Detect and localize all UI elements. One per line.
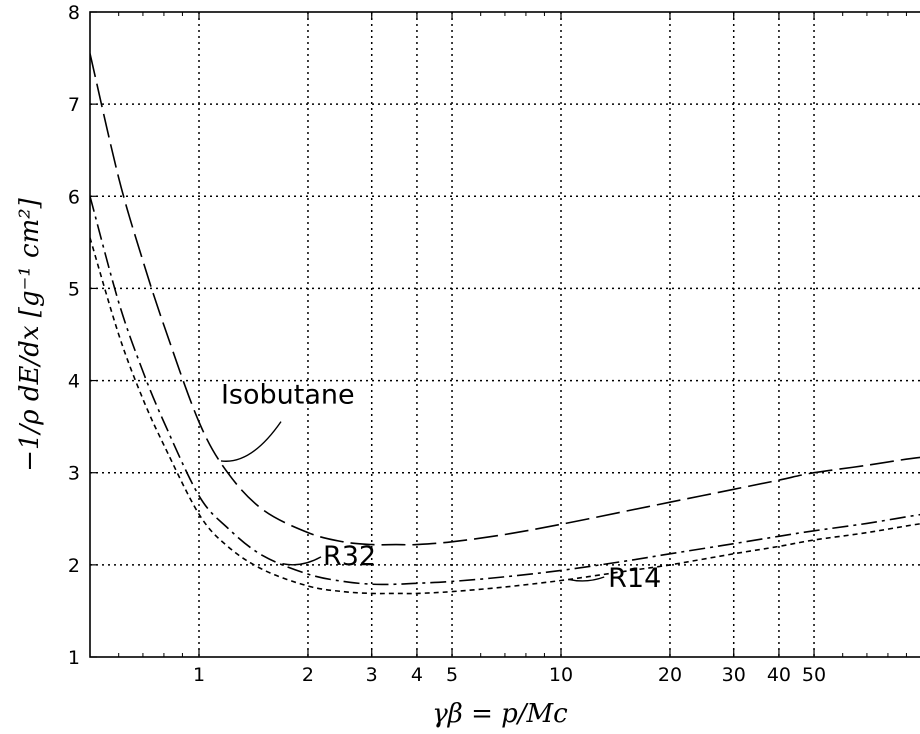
plot-frame xyxy=(89,11,920,658)
series-line-r32 xyxy=(90,196,920,586)
y-tick-label: 1 xyxy=(68,647,80,669)
x-tick-label: 30 xyxy=(722,664,746,686)
annotation-leader xyxy=(282,556,322,566)
ticks xyxy=(89,11,907,658)
x-tick-label: 20 xyxy=(658,664,682,686)
y-tick-label: 7 xyxy=(68,94,80,116)
x-tick-label: 1 xyxy=(193,664,205,686)
y-tick-label: 3 xyxy=(68,463,80,485)
tick-labels: 1 2 3 4 5 6 7 8 1 2 3 4 5 10 20 30 40 50 xyxy=(68,2,826,686)
x-tick-label: 4 xyxy=(411,664,423,686)
series-line-r14 xyxy=(90,237,920,595)
annotation-leader xyxy=(568,576,605,582)
annotations: Isobutane R32 R14 xyxy=(220,380,661,594)
x-tick-label: 40 xyxy=(767,664,791,686)
x-tick-label: 50 xyxy=(802,664,826,686)
annotation-isobutane: Isobutane xyxy=(221,380,355,411)
grid xyxy=(90,12,920,657)
x-tick-label: 5 xyxy=(446,664,458,686)
x-tick-label: 2 xyxy=(302,664,314,686)
y-tick-label: 4 xyxy=(68,371,80,393)
x-axis-title: γβ = p/Mc xyxy=(432,699,568,729)
annotation-r32: R32 xyxy=(323,541,376,572)
y-tick-label: 2 xyxy=(68,555,80,577)
x-tick-label: 3 xyxy=(366,664,378,686)
curves xyxy=(90,53,920,595)
series-line-isobutane xyxy=(90,53,920,546)
annotation-leader xyxy=(220,421,282,462)
y-axis-title: −1/ρ dE/dx [g⁻¹ cm²] xyxy=(15,197,45,471)
y-tick-label: 5 xyxy=(68,278,80,300)
y-tick-label: 6 xyxy=(68,186,80,208)
annotation-r14: R14 xyxy=(608,563,661,594)
y-tick-label: 8 xyxy=(68,2,80,24)
x-tick-label: 10 xyxy=(549,664,573,686)
